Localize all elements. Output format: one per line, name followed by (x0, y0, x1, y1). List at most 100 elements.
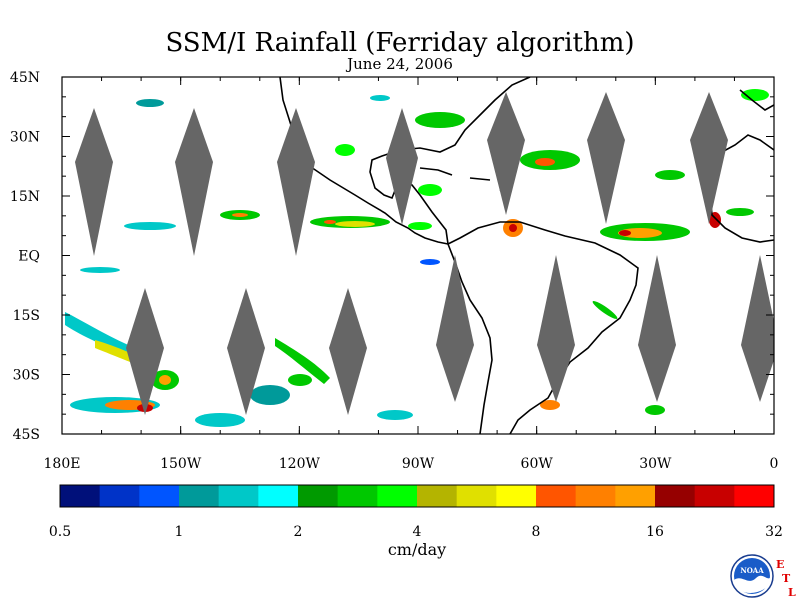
coastline-gulf (369, 77, 531, 245)
rain-patch (124, 222, 176, 230)
map-title: SSM/I Rainfall (Ferriday algorithm) (165, 28, 635, 58)
lat-tick-label: 30S (13, 368, 40, 384)
lon-tick-label: 60W (521, 456, 554, 472)
swath-gap (741, 255, 774, 402)
rain-patch (655, 170, 685, 180)
lon-tick-label: 90W (402, 456, 435, 472)
colorbar-frame (59, 484, 775, 508)
latitude-axis: 45N 30N 15N EQ 15S 30S 45S (10, 70, 774, 443)
lat-tick-label: 15N (10, 189, 40, 205)
swath-gap (537, 255, 575, 402)
rain-patch (232, 213, 248, 217)
noaa-etl-logo: NOAA E T L (730, 554, 796, 600)
rain-patch (415, 112, 465, 128)
rain-patch (726, 208, 754, 216)
lon-tick-label: 150W (160, 456, 202, 472)
rain-patch (618, 228, 662, 238)
etl-letter-e: E (776, 558, 784, 571)
swath-gap (227, 288, 265, 415)
colorbar-swatch (337, 485, 378, 507)
lat-tick-label: EQ (18, 249, 40, 265)
rain-patch (592, 301, 618, 319)
rain-patch (619, 230, 631, 236)
colorbar-swatch (258, 485, 299, 507)
lon-tick-label: 0 (770, 456, 779, 472)
swath-gap (329, 288, 367, 415)
lon-tick-label: 180E (44, 456, 81, 472)
rain-patch (418, 184, 442, 196)
colorbar-tick-label: 16 (646, 524, 664, 540)
colorbar-swatch (456, 485, 497, 507)
rain-patch (335, 144, 355, 156)
rain-patch (509, 224, 517, 232)
colorbar-tick-label: 8 (532, 524, 541, 540)
coastline-europe (739, 89, 774, 111)
colorbar-swatch (218, 485, 259, 507)
rain-patch (275, 338, 330, 384)
swath-gaps (75, 92, 774, 415)
colorbar-tick-label: 1 (175, 524, 184, 540)
swath-gap (638, 255, 676, 402)
rain-patch (80, 267, 120, 273)
rain-patch (250, 385, 290, 405)
lat-tick-label: 30N (10, 130, 40, 146)
swath-gap (436, 255, 474, 402)
colorbar-swatch (615, 485, 656, 507)
rain-patch (645, 405, 665, 415)
longitude-axis: 180E 150W 120W 90W 60W 30W 0 (44, 77, 779, 472)
swath-gap (487, 92, 525, 215)
lat-tick-label: 45N (10, 70, 40, 86)
etl-letter-t: T (782, 572, 791, 585)
colorbar-swatch (734, 485, 775, 507)
colorbar-swatch (99, 485, 140, 507)
lat-tick-label: 15S (13, 308, 40, 324)
rain-patch (420, 259, 440, 265)
colorbar-swatch (298, 485, 339, 507)
lon-tick-label: 30W (639, 456, 672, 472)
colorbar-tick-label: 0.5 (49, 524, 71, 540)
rain-patch (540, 400, 560, 410)
rain-patch (159, 375, 171, 385)
swath-gap (175, 108, 213, 256)
noaa-logo-icon: NOAA (730, 554, 774, 598)
rain-patch (288, 374, 312, 386)
colorbar-swatch (536, 485, 577, 507)
lat-tick-label: 45S (13, 427, 40, 443)
rain-patch (335, 221, 375, 227)
colorbar-tick-label: 4 (413, 524, 422, 540)
swath-gap (690, 92, 728, 224)
rain-patch (195, 413, 245, 427)
swath-gap (126, 288, 164, 415)
swath-gap (587, 92, 625, 224)
rain-patch (370, 95, 390, 101)
colorbar-swatch (655, 485, 696, 507)
rain-patch (136, 99, 164, 107)
colorbar-swatch (60, 485, 101, 507)
swath-gap (386, 108, 418, 225)
colorbar-swatch (179, 485, 220, 507)
colorbar: 0.5 1 2 4 8 16 32 (49, 484, 783, 540)
colorbar-swatch (377, 485, 418, 507)
colorbar-swatch (417, 485, 458, 507)
colorbar-swatch (575, 485, 616, 507)
colorbar-tick-label: 32 (765, 524, 783, 540)
swath-gap (277, 108, 315, 256)
colorbar-swatch (694, 485, 735, 507)
map-subtitle: June 24, 2006 (347, 55, 453, 73)
colorbar-tick-label: 2 (294, 524, 303, 540)
rain-patch (65, 312, 146, 360)
rain-patch (741, 89, 769, 101)
rain-patch (324, 220, 336, 224)
coastline-south-america (447, 221, 639, 434)
colorbar-units-label: cm/day (387, 540, 447, 559)
colorbar-swatch (139, 485, 180, 507)
swath-gap (75, 108, 113, 256)
rain-patch (408, 222, 432, 230)
noaa-logo-text: NOAA (740, 566, 764, 575)
colorbar-swatch (496, 485, 537, 507)
rain-patch (535, 158, 555, 166)
etl-letter-l: L (788, 586, 796, 599)
rain-patch (377, 410, 413, 420)
lon-tick-label: 120W (279, 456, 321, 472)
